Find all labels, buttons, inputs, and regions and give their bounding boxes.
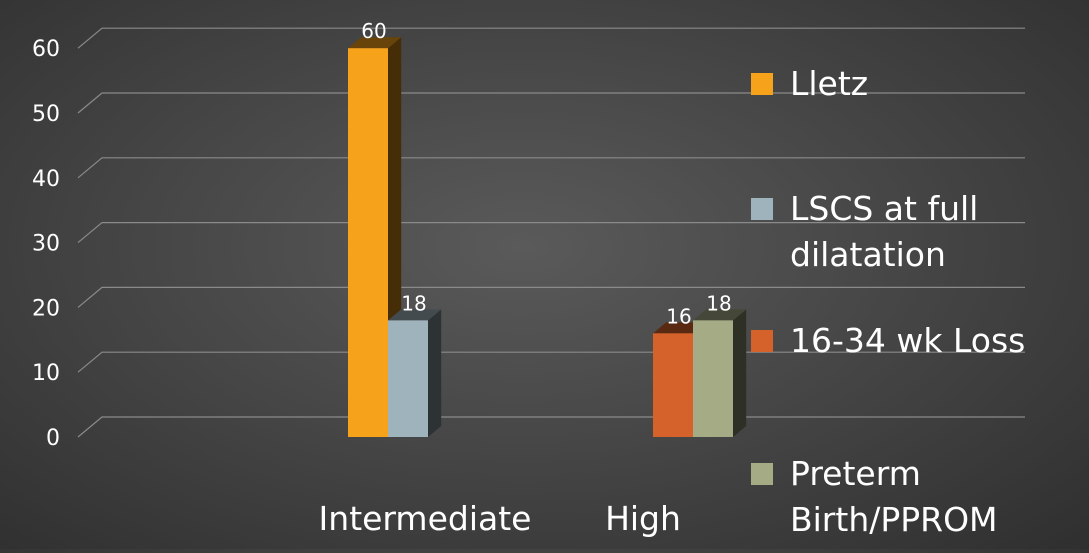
bar-preterm-birth-pprom — [693, 309, 747, 437]
bar-lscs-at-full-dilatation — [388, 309, 442, 437]
legend-swatch — [751, 330, 773, 352]
data-label: 18 — [401, 291, 426, 315]
gridline — [77, 157, 1025, 179]
legend-label: Lletz — [790, 64, 868, 103]
y-tick-label: 10 — [32, 361, 60, 386]
gridline — [77, 416, 1025, 438]
y-tick-label: 60 — [32, 37, 60, 62]
x-axis-ticks: Intermediate High — [319, 499, 681, 538]
legend-swatch — [751, 198, 773, 220]
data-labels-layer: 60 18 16 18 — [361, 19, 731, 328]
bars-layer — [348, 37, 747, 437]
y-tick-label: 50 — [32, 102, 60, 127]
y-tick-label: 20 — [32, 296, 60, 321]
legend-swatch — [751, 73, 773, 95]
x-tick-label: Intermediate — [319, 499, 532, 538]
gridline — [77, 27, 1025, 49]
legend-item: Preterm Birth/PPROM — [751, 454, 998, 539]
legend-item: Lletz — [751, 64, 868, 103]
data-label: 18 — [706, 291, 731, 315]
legend-label: Preterm — [790, 454, 921, 493]
y-tick-label: 0 — [46, 426, 60, 451]
y-axis-ticks: 0 10 20 30 40 50 60 — [32, 37, 60, 451]
gridline — [77, 222, 1025, 244]
legend-label: 16-34 wk Loss — [790, 321, 1025, 360]
data-label: 60 — [361, 19, 386, 43]
legend-label: dilatation — [790, 235, 946, 274]
legend-label: LSCS at full — [790, 189, 978, 228]
x-tick-label: High — [605, 499, 681, 538]
gridline — [77, 286, 1025, 308]
legend-swatch — [751, 463, 773, 485]
data-label: 16 — [666, 304, 691, 328]
legend-label: Birth/PPROM — [790, 500, 998, 539]
legend-item: LSCS at full dilatation — [751, 189, 978, 274]
legend: Lletz LSCS at full dilatation 16-34 wk Loss… — [751, 64, 1025, 539]
grid-layer — [77, 27, 1025, 438]
y-tick-label: 40 — [32, 167, 60, 192]
y-tick-label: 30 — [32, 232, 60, 257]
gridline — [77, 92, 1025, 114]
legend-item: 16-34 wk Loss — [751, 321, 1025, 360]
